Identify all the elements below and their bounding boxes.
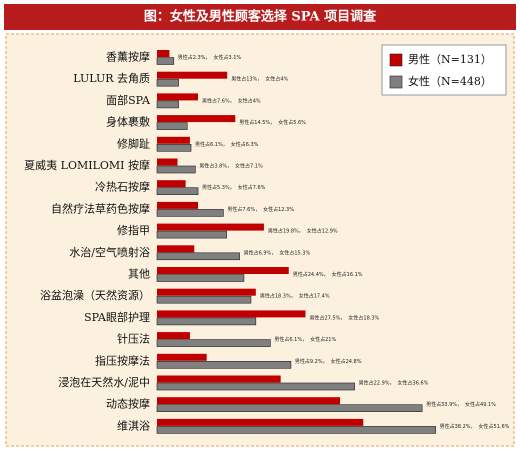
bar bbox=[157, 288, 256, 296]
y-tick-label: 修脚趾 bbox=[117, 136, 150, 150]
chart-title: 图：女性及男性顾客选择 SPA 项目调查 bbox=[144, 9, 377, 25]
y-tick-label: 修指甲 bbox=[117, 223, 150, 237]
value-label: 女性占17.4% bbox=[299, 293, 330, 300]
bar bbox=[157, 50, 170, 57]
bar bbox=[156, 78, 179, 87]
value-label: 女性占16.1% bbox=[332, 271, 363, 278]
bar bbox=[156, 360, 292, 369]
y-tick-label: 维淇浴 bbox=[117, 419, 150, 432]
value-label: 女性占6.3% bbox=[231, 141, 259, 148]
y-tick-label: 自然疗法草药色按摩 bbox=[51, 201, 150, 215]
value-label: 女性占24.8% bbox=[331, 358, 362, 365]
value-label: 男性占6.9%， bbox=[244, 249, 277, 256]
bar bbox=[156, 274, 245, 282]
y-tick-label: 浸泡在天然水/泥中 bbox=[58, 375, 150, 389]
value-label: 男性占6.1%， bbox=[274, 336, 307, 343]
value-label: 女性占51.6% bbox=[479, 423, 510, 430]
legend-swatch bbox=[389, 53, 403, 67]
bar bbox=[156, 339, 271, 347]
bar bbox=[156, 165, 196, 174]
value-label: 女性占49.1% bbox=[465, 401, 496, 408]
value-label: 男性占22.9%， bbox=[359, 380, 395, 387]
value-label: 男性占5.3%， bbox=[202, 184, 235, 191]
value-label: 女性占5.6% bbox=[278, 119, 306, 126]
bar bbox=[157, 201, 199, 209]
bar bbox=[157, 332, 190, 340]
legend bbox=[381, 44, 507, 96]
bar bbox=[156, 122, 188, 130]
value-label: 女性占36.6% bbox=[398, 380, 429, 387]
bar bbox=[156, 426, 436, 434]
bar bbox=[157, 310, 306, 318]
bar bbox=[156, 317, 257, 326]
y-tick-label: 指压按摩法 bbox=[95, 353, 150, 367]
bar bbox=[157, 180, 186, 188]
y-tick-label: 身体裹敷 bbox=[106, 115, 150, 129]
value-label: 男性占7.6%， bbox=[202, 97, 235, 104]
bar bbox=[156, 187, 199, 195]
y-tick-label: 针压法 bbox=[117, 332, 150, 346]
value-label: 男性占33.9%， bbox=[426, 401, 462, 408]
value-label: 女性占3.1% bbox=[213, 54, 241, 61]
bar bbox=[157, 136, 190, 144]
bar bbox=[156, 404, 423, 413]
value-label: 男性占19.8%， bbox=[268, 228, 304, 235]
bar bbox=[157, 353, 207, 361]
bar bbox=[156, 209, 224, 217]
value-label: 男性占38.2%， bbox=[440, 423, 476, 430]
y-tick-label: 动态按摩 bbox=[106, 397, 150, 411]
value-label: 女性占12.9% bbox=[307, 228, 338, 235]
y-tick-label: 冷热石按摩 bbox=[95, 180, 150, 194]
value-label: 女性占7.6% bbox=[238, 184, 266, 191]
legend-label: 女性（N=448） bbox=[408, 74, 492, 88]
bar bbox=[157, 245, 195, 253]
bar bbox=[157, 375, 281, 383]
bar bbox=[157, 93, 199, 101]
y-tick-label: SPA眼部护理 bbox=[84, 310, 150, 324]
y-tick-label: 香薰按摩 bbox=[106, 50, 150, 64]
value-label: 女性占21% bbox=[310, 336, 336, 343]
y-tick-label: 浴盆泡澡（天然资源） bbox=[40, 288, 150, 302]
y-tick-label: 夏威夷 LOMILOMI 按摩 bbox=[24, 158, 150, 172]
bar bbox=[157, 115, 236, 123]
bar bbox=[156, 100, 179, 109]
value-label: 男性占9.2%， bbox=[295, 358, 328, 365]
value-label: 女性占18.3% bbox=[348, 314, 379, 321]
value-label: 男性占27.5%， bbox=[310, 314, 346, 321]
value-label: 女性占12.3% bbox=[263, 206, 294, 213]
value-label: 男性占7.6%， bbox=[227, 206, 260, 213]
bar bbox=[157, 397, 341, 405]
value-label: 女性占15.3% bbox=[279, 249, 310, 256]
bar bbox=[157, 223, 264, 231]
value-label: 女性占4% bbox=[238, 97, 261, 104]
value-label: 男性占3.8%， bbox=[199, 163, 232, 170]
value-label: 男性占14.5%， bbox=[239, 119, 275, 126]
bar bbox=[157, 418, 364, 426]
bar bbox=[156, 295, 252, 304]
value-label: 男性占18.3%， bbox=[260, 293, 296, 300]
y-tick-label: 水治/空气喷射浴 bbox=[69, 245, 150, 259]
value-label: 男性占6.1%， bbox=[195, 141, 228, 148]
value-label: 男性占13%， bbox=[231, 76, 262, 83]
bar bbox=[157, 158, 178, 166]
bar bbox=[157, 71, 228, 79]
title-bar bbox=[4, 4, 516, 30]
y-tick-label: 其他 bbox=[128, 268, 150, 281]
bar bbox=[156, 252, 240, 261]
y-tick-label: 面部SPA bbox=[106, 93, 151, 107]
bar bbox=[156, 57, 175, 65]
bar bbox=[156, 382, 355, 391]
y-tick-label: LULUR 去角质 bbox=[73, 72, 150, 85]
legend-swatch bbox=[389, 75, 403, 89]
bar bbox=[156, 230, 227, 239]
value-label: 女性占4% bbox=[265, 76, 288, 83]
legend-label: 男性（N=131） bbox=[408, 52, 492, 66]
value-label: 男性占2.3%， bbox=[178, 54, 211, 61]
bar bbox=[156, 144, 192, 152]
value-label: 女性占7.1% bbox=[235, 163, 263, 170]
bar bbox=[157, 267, 289, 274]
value-label: 男性占24.4%， bbox=[293, 271, 329, 278]
